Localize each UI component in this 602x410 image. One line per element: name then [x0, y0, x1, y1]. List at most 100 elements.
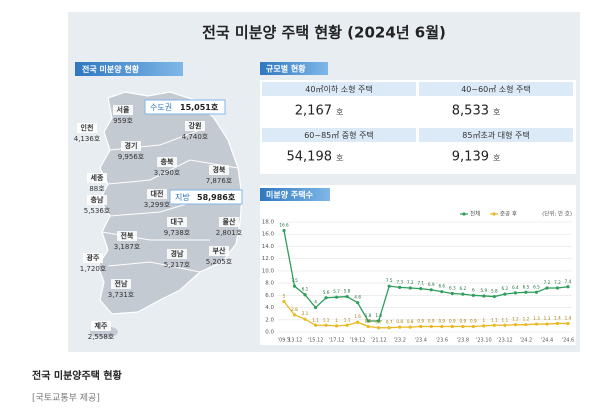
- data-point: [471, 293, 475, 297]
- region-name: 전북: [121, 231, 134, 240]
- data-point: [524, 290, 528, 294]
- data-label: 1.3: [544, 316, 551, 321]
- region-name: 세종: [91, 173, 104, 182]
- data-label: 1.6: [354, 314, 361, 319]
- data-point: [387, 284, 391, 288]
- data-point: [419, 324, 423, 329]
- data-label: 1.2: [523, 317, 530, 322]
- y-tick-label: 6.0: [265, 293, 274, 299]
- data-point: [503, 292, 507, 296]
- data-label: 6.4: [512, 285, 519, 290]
- cell-value: 54,198: [287, 150, 333, 165]
- size-header: [260, 62, 328, 75]
- region-name-box: [185, 121, 205, 131]
- y-tick-label: 14.0: [262, 244, 275, 250]
- region-count: 5,536호: [84, 207, 111, 215]
- local-value: 58,986호: [197, 192, 236, 202]
- title: 전국 미분양 주택 현황 (2024년 6월): [202, 24, 446, 42]
- region-name: 충남: [91, 195, 104, 204]
- data-label: 1.4: [565, 315, 572, 320]
- data-point: [545, 286, 549, 290]
- data-point: [292, 313, 297, 317]
- data-label: 7.2: [554, 280, 561, 285]
- data-point: [429, 324, 433, 329]
- data-label: 0.9: [428, 319, 435, 324]
- data-label: 4.8: [354, 295, 361, 300]
- data-point: [545, 322, 549, 326]
- data-label: 0.8: [407, 319, 414, 324]
- region-name-box: [111, 279, 131, 289]
- x-tick-label: '23.12: [497, 338, 513, 344]
- data-point: [450, 324, 454, 329]
- region-name: 전남: [115, 279, 128, 288]
- cell-label-bg: [262, 128, 416, 142]
- y-tick-label: 4.0: [265, 305, 274, 311]
- data-point: [356, 301, 360, 305]
- region-name: 광주: [87, 253, 100, 262]
- map-title: 전국 미분양 현황: [82, 64, 140, 74]
- data-point: [440, 290, 444, 294]
- chart-panel: [260, 185, 576, 345]
- data-label: 7.1: [417, 281, 424, 286]
- x-tick-label: '09.3: [278, 338, 291, 344]
- data-point: [408, 286, 412, 290]
- region-name-box: [147, 189, 167, 199]
- region-name-box: [91, 321, 111, 331]
- region-name: 강원: [189, 121, 202, 130]
- legend-label: 준공 후: [500, 211, 517, 218]
- data-label: 7.4: [565, 279, 572, 284]
- region-count: 88호: [89, 185, 105, 193]
- region-name: 충북: [161, 157, 174, 166]
- data-label: 1.8: [375, 313, 382, 318]
- cell-unit: 호: [493, 108, 500, 117]
- data-label: 6.1: [302, 287, 309, 292]
- x-tick-label: '23.4: [414, 338, 427, 344]
- region-count: 4,136호: [74, 135, 101, 143]
- data-label: 0.9: [365, 319, 372, 324]
- region-name-box: [167, 249, 187, 259]
- data-point: [324, 323, 328, 327]
- series-line: [283, 230, 569, 322]
- region-count: 3,731호: [108, 291, 135, 299]
- region-name-box: [113, 105, 133, 115]
- y-tick-label: 16.0: [262, 232, 275, 238]
- data-point: [282, 228, 286, 233]
- y-tick-label: 8.0: [265, 281, 274, 287]
- data-label: 6.2: [502, 286, 509, 291]
- y-tick-label: 12.0: [262, 256, 275, 262]
- cell-unit: 호: [336, 154, 343, 163]
- data-point: [419, 287, 423, 291]
- data-label: 1.2: [512, 317, 519, 322]
- x-tick-label: '23.8: [457, 338, 470, 344]
- data-point: [450, 291, 454, 296]
- local-box: [169, 189, 243, 205]
- region-name: 경남: [171, 249, 184, 258]
- region-count: 3,290호: [154, 169, 181, 177]
- data-point: [555, 321, 560, 326]
- data-label: 6.2: [459, 286, 466, 291]
- region-name-box: [219, 217, 239, 227]
- data-point: [313, 323, 318, 327]
- region-name-box: [209, 246, 229, 256]
- data-label: 2.1: [302, 311, 309, 316]
- y-tick-label: 2.0: [265, 317, 274, 323]
- map-borders: [101, 129, 240, 273]
- cell-label: 40㎡이하 소형 주택: [305, 84, 372, 94]
- region-count: 2,801호: [216, 229, 243, 237]
- data-point: [566, 285, 570, 289]
- cell-label-bg: [262, 82, 416, 96]
- cell-unit: 호: [336, 108, 343, 117]
- chart-header: [260, 188, 330, 201]
- x-tick-label: '19.12: [350, 338, 366, 344]
- data-point: [513, 323, 518, 327]
- cell-unit: 호: [493, 154, 500, 163]
- x-tick-label: '23.10: [476, 338, 492, 344]
- data-label: 16.6: [279, 223, 289, 228]
- region-count: 3,299호: [144, 201, 171, 209]
- data-point: [387, 326, 391, 330]
- region-name-box: [157, 157, 177, 167]
- y-tick-label: 0.0: [265, 330, 274, 336]
- legend-dot: [462, 212, 466, 216]
- caption-source: [국토교통부 제공]: [32, 393, 100, 404]
